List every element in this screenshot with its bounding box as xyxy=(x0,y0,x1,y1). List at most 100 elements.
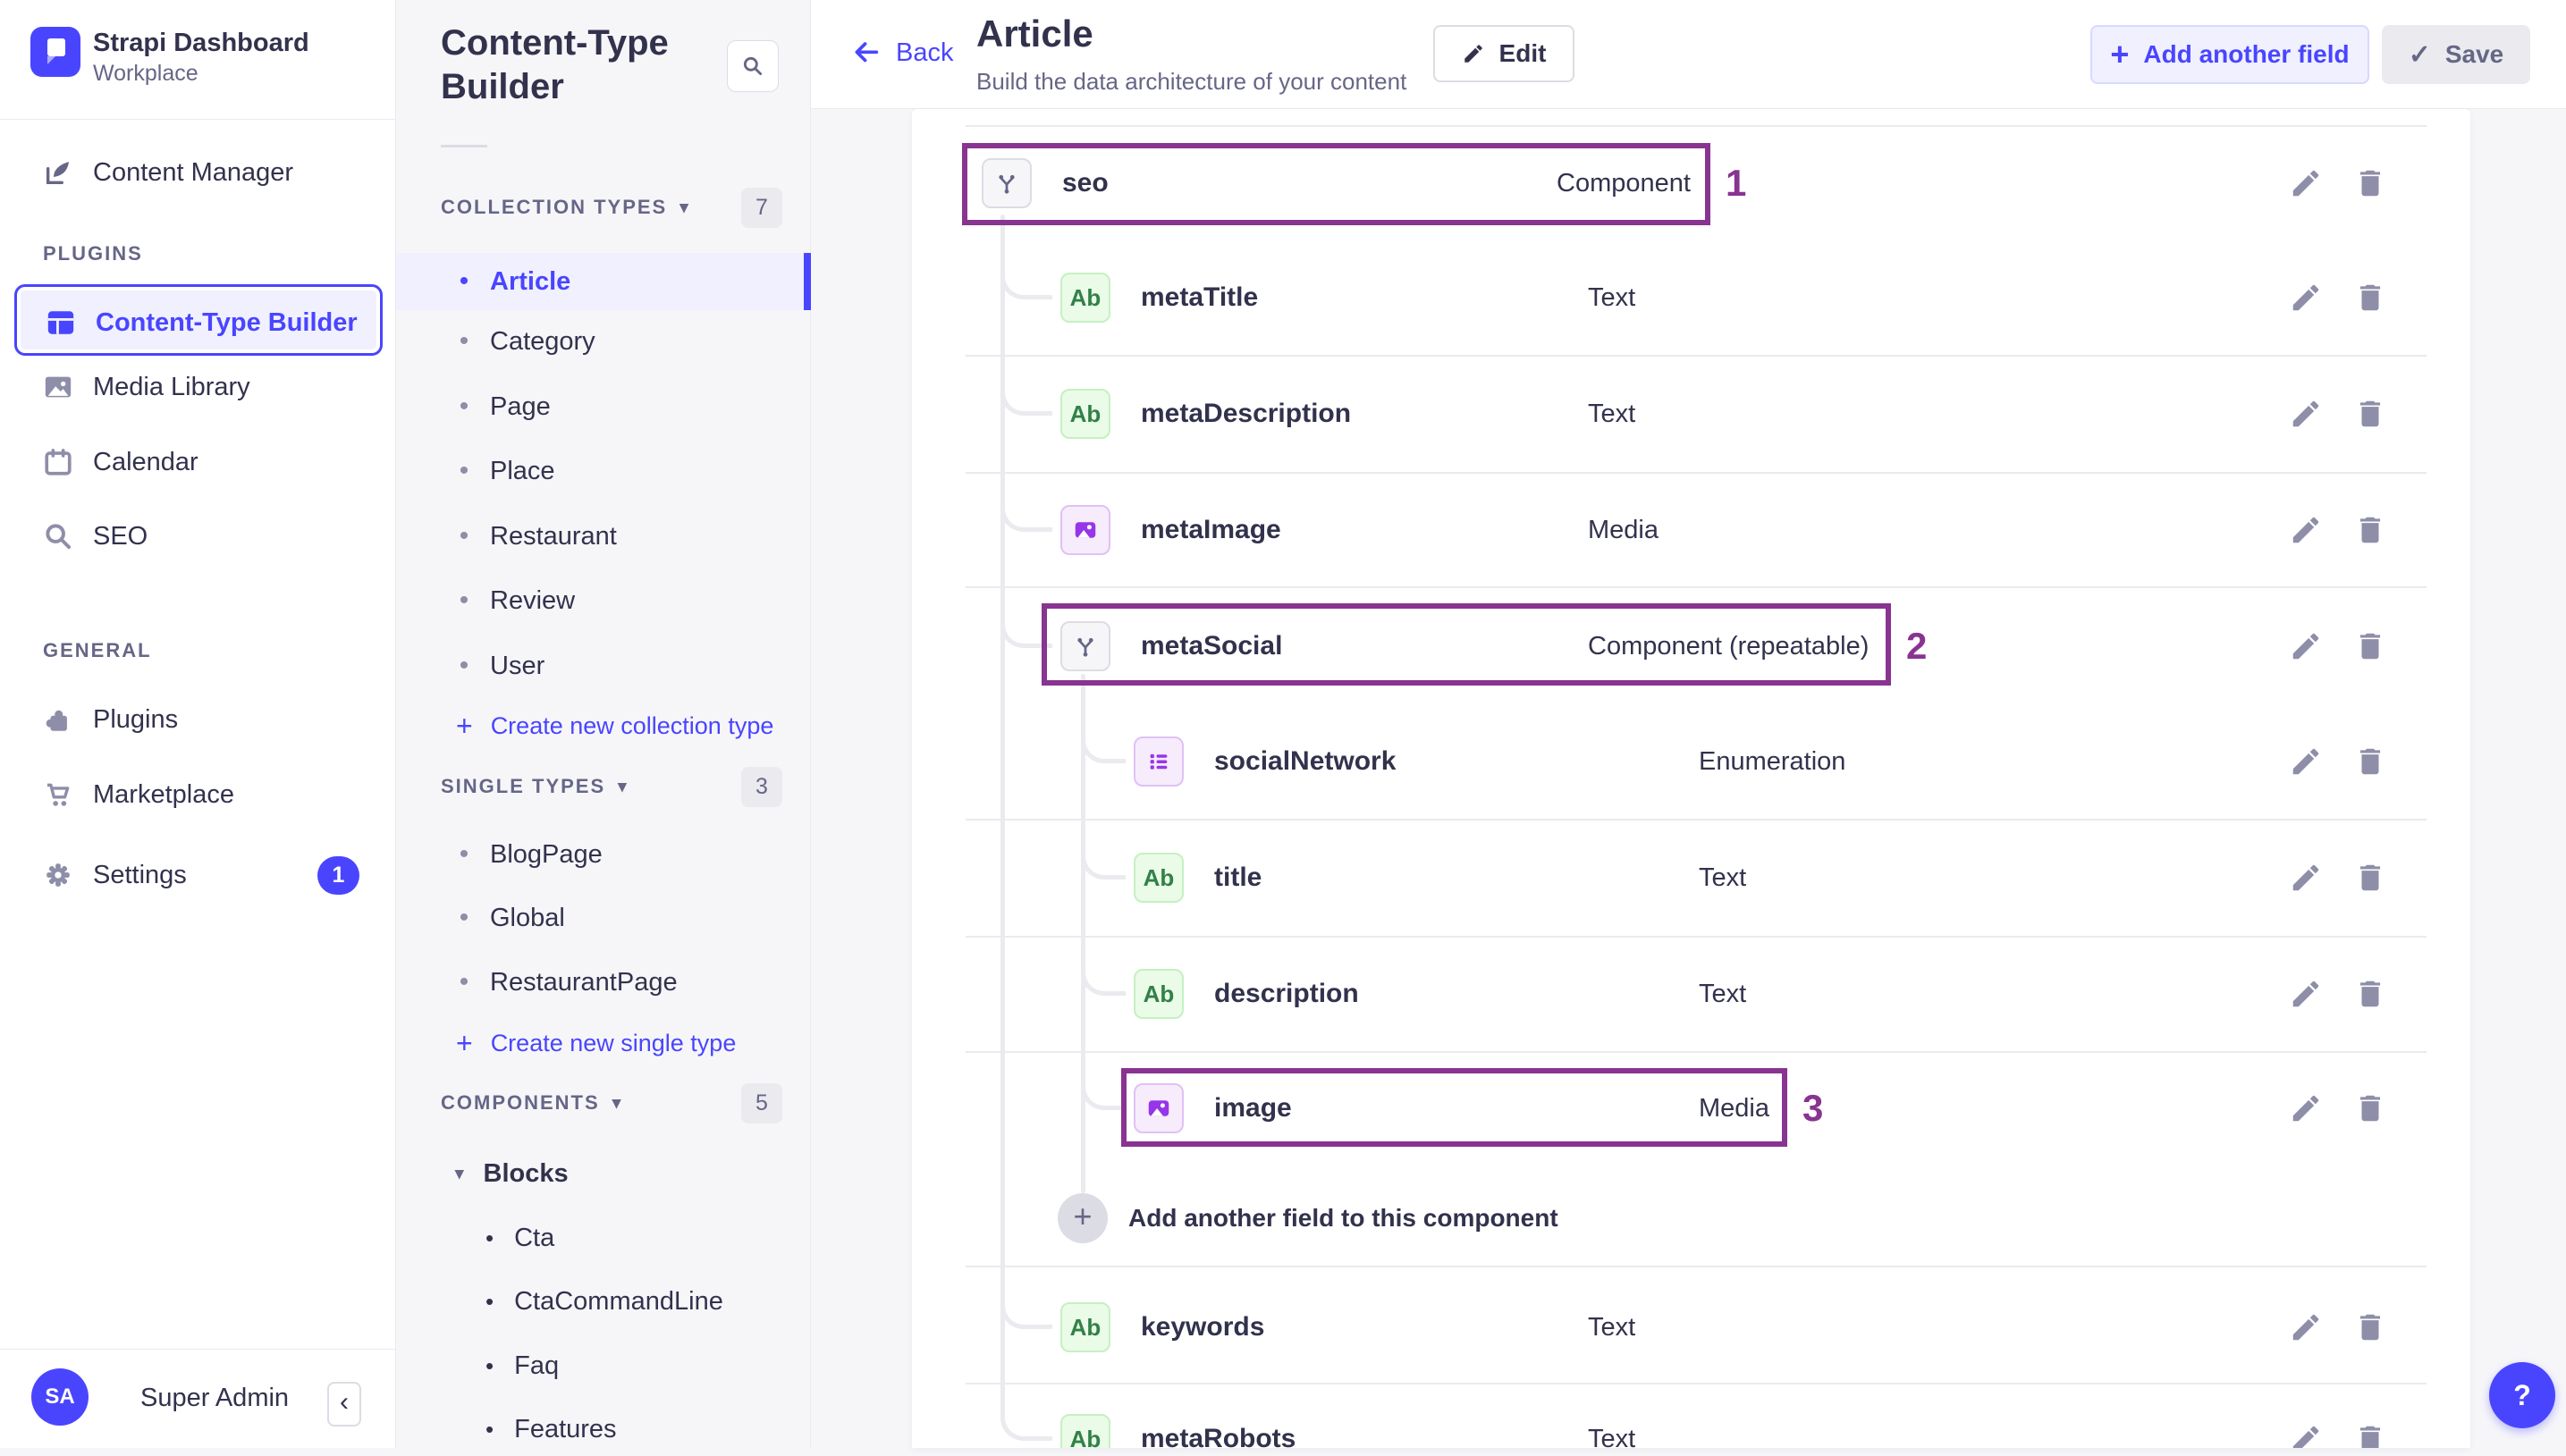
sidebar-item-content-type-builder[interactable]: Content-Type Builder xyxy=(14,284,383,356)
sidebar-item-faq[interactable]: Faq xyxy=(396,1339,811,1393)
sidebar-item-cta[interactable]: Cta xyxy=(396,1211,811,1265)
save-button[interactable]: Save xyxy=(2382,25,2530,84)
title-divider xyxy=(441,145,487,147)
pencil-icon xyxy=(1464,45,1482,63)
pencil-icon[interactable] xyxy=(2289,281,2323,315)
pencil-icon[interactable] xyxy=(2289,745,2323,778)
sidebar-item-content-manager[interactable]: Content Manager xyxy=(43,153,293,192)
sidebar-item-restaurantpage[interactable]: RestaurantPage xyxy=(396,954,811,1011)
annotation-box-1 xyxy=(962,143,1710,225)
pencil-icon[interactable] xyxy=(2289,1422,2323,1448)
row-divider xyxy=(966,125,2427,127)
tree-elbow xyxy=(1000,1387,1052,1441)
bullet-icon xyxy=(485,1225,494,1252)
tree-elbow xyxy=(1081,826,1126,879)
cart-icon xyxy=(46,783,70,806)
sidebar-item-category[interactable]: Category xyxy=(396,313,811,370)
trash-icon[interactable] xyxy=(2353,1422,2387,1448)
sidebar-item-plugins[interactable]: Plugins xyxy=(43,700,178,739)
text-ab-icon: Ab xyxy=(1060,1414,1110,1448)
row-divider xyxy=(966,472,2427,474)
search-icon xyxy=(743,56,763,76)
components-group-blocks[interactable]: Blocks xyxy=(455,1154,569,1193)
trash-icon[interactable] xyxy=(2353,397,2387,431)
chevron-down-icon xyxy=(612,1093,623,1114)
collapse-sidebar-button[interactable] xyxy=(327,1382,361,1427)
chevron-down-icon xyxy=(455,1164,464,1184)
tree-elbow xyxy=(1000,478,1052,532)
sidebar-item-media-library[interactable]: Media Library xyxy=(43,367,250,407)
sidebar-item-ctacommandline[interactable]: CtaCommandLine xyxy=(396,1275,811,1328)
field-name: metaRobots xyxy=(1141,1424,1296,1448)
sidebar-item-restaurant[interactable]: Restaurant xyxy=(396,508,811,565)
help-button[interactable] xyxy=(2489,1362,2555,1428)
text-ab-icon: Ab xyxy=(1060,389,1110,439)
create-collection-type-link[interactable]: Create new collection type xyxy=(456,706,774,745)
sidebar-item-review[interactable]: Review xyxy=(396,572,811,629)
sidebar-item-label: Content Manager xyxy=(93,157,294,187)
bullet-icon xyxy=(457,967,471,997)
pencil-icon[interactable] xyxy=(2289,397,2323,431)
pencil-icon[interactable] xyxy=(2289,861,2323,895)
annotation-box-2 xyxy=(1042,603,1891,686)
sidebar-item-marketplace[interactable]: Marketplace xyxy=(43,775,234,814)
search-button[interactable] xyxy=(727,40,779,92)
single-types-count: 3 xyxy=(741,767,782,807)
bullet-icon xyxy=(457,585,471,616)
trash-icon[interactable] xyxy=(2353,1310,2387,1344)
trash-icon[interactable] xyxy=(2353,1091,2387,1125)
sidebar-item-global[interactable]: Global xyxy=(396,889,811,947)
ctb-panel: Content-Type Builder COLLECTION TYPES 7 … xyxy=(396,0,811,1448)
field-type: Text xyxy=(1699,979,1747,1008)
avatar[interactable]: SA xyxy=(31,1368,89,1426)
sidebar-item-article[interactable]: Article xyxy=(396,253,811,310)
annotation-number-2: 2 xyxy=(1906,625,1928,667)
add-field-to-component-button[interactable] xyxy=(1058,1193,1108,1243)
sidebar-item-seo[interactable]: SEO xyxy=(43,517,148,556)
trash-icon[interactable] xyxy=(2353,629,2387,663)
trash-icon[interactable] xyxy=(2353,166,2387,200)
tree-elbow xyxy=(1000,246,1052,299)
ctb-panel-title: Content-Type Builder xyxy=(441,23,669,106)
enumeration-list-icon xyxy=(1134,736,1184,787)
trash-icon[interactable] xyxy=(2353,861,2387,895)
sidebar-item-calendar[interactable]: Calendar xyxy=(43,442,198,482)
field-name: socialNetwork xyxy=(1214,746,1397,776)
sidebar-item-blogpage[interactable]: BlogPage xyxy=(396,826,811,883)
field-name: metaTitle xyxy=(1141,282,1259,312)
pencil-icon[interactable] xyxy=(2289,1091,2323,1125)
trash-icon[interactable] xyxy=(2353,745,2387,778)
bullet-icon xyxy=(457,456,471,486)
puzzle-icon xyxy=(46,710,67,731)
create-single-type-link[interactable]: Create new single type xyxy=(456,1023,737,1063)
single-types-header[interactable]: SINGLE TYPES xyxy=(441,775,629,798)
sidebar-item-user[interactable]: User xyxy=(396,637,811,694)
chevron-down-icon xyxy=(618,777,629,797)
add-another-field-button[interactable]: Add another field xyxy=(2090,25,2369,84)
trash-icon[interactable] xyxy=(2353,977,2387,1011)
pencil-icon[interactable] xyxy=(2289,977,2323,1011)
pencil-icon[interactable] xyxy=(2289,629,2323,663)
edit-button[interactable]: Edit xyxy=(1433,25,1574,82)
strapi-logo xyxy=(30,27,80,77)
bullet-icon xyxy=(485,1416,494,1443)
sidebar-item-features[interactable]: Features xyxy=(396,1402,811,1456)
collection-types-header[interactable]: COLLECTION TYPES xyxy=(441,196,690,219)
sidebar-item-page[interactable]: Page xyxy=(396,378,811,435)
sidebar-item-settings[interactable]: Settings xyxy=(43,855,187,895)
field-name: metaSocial xyxy=(1141,631,1283,661)
settings-badge: 1 xyxy=(317,856,359,895)
pencil-icon[interactable] xyxy=(2289,513,2323,547)
sidebar-item-place[interactable]: Place xyxy=(396,442,811,500)
pencil-icon[interactable] xyxy=(2289,1310,2323,1344)
tree-elbow xyxy=(1081,942,1126,996)
field-type: Text xyxy=(1588,1424,1636,1449)
trash-icon[interactable] xyxy=(2353,281,2387,315)
components-header[interactable]: COMPONENTS xyxy=(441,1091,622,1115)
pencil-icon[interactable] xyxy=(2289,166,2323,200)
trash-icon[interactable] xyxy=(2353,513,2387,547)
back-link[interactable]: Back xyxy=(851,38,953,68)
row-divider xyxy=(966,1266,2427,1267)
add-field-to-component-label[interactable]: Add another field to this component xyxy=(1128,1204,1558,1232)
plus-icon xyxy=(456,710,473,743)
